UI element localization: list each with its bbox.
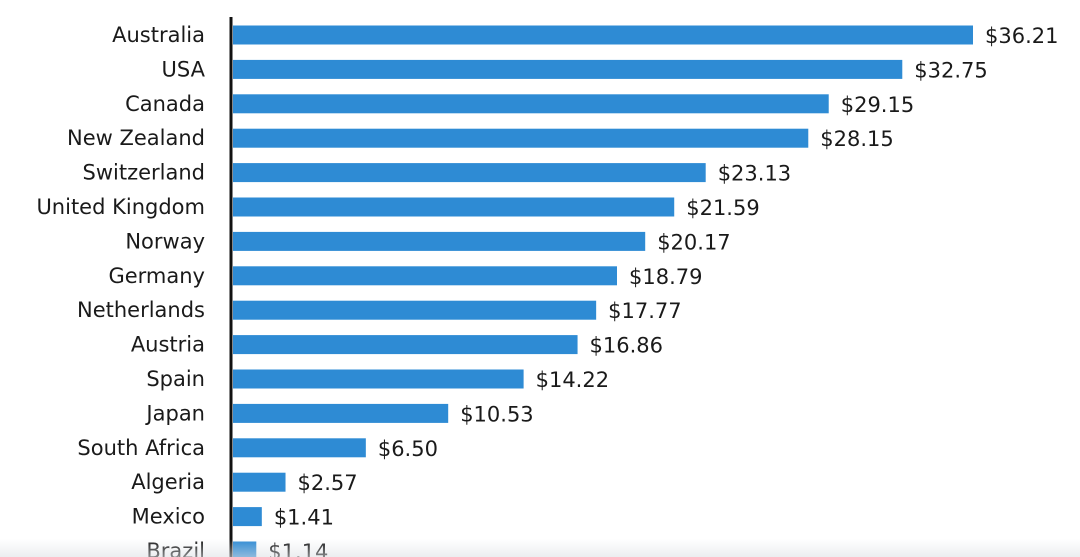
- bar-algeria: [233, 472, 286, 492]
- bar-switzerland: [233, 163, 706, 183]
- bar-norway: [233, 231, 646, 251]
- value-label: $1.14: [268, 540, 328, 557]
- bar-usa: [233, 59, 903, 79]
- category-label: Netherlands: [77, 298, 205, 322]
- value-label: $28.15: [820, 127, 893, 151]
- category-label: Canada: [125, 92, 205, 116]
- category-label: USA: [162, 57, 206, 81]
- category-label: Algeria: [131, 470, 205, 494]
- bar-netherlands: [233, 300, 597, 320]
- value-label: $36.21: [985, 24, 1058, 48]
- bar-austria: [233, 335, 578, 355]
- category-label: Australia: [112, 23, 205, 47]
- value-label: $17.77: [608, 299, 681, 323]
- value-label: $29.15: [841, 93, 914, 117]
- category-label: Japan: [144, 401, 205, 425]
- value-label: $6.50: [378, 437, 438, 461]
- category-label: Germany: [108, 264, 205, 288]
- value-label: $20.17: [657, 230, 730, 254]
- bar-south-africa: [233, 438, 366, 458]
- bar-mexico: [233, 507, 262, 527]
- category-label: Switzerland: [83, 161, 206, 185]
- value-label: $14.22: [536, 368, 609, 392]
- category-labels-group: Australia USA Canada New Zealand Switzerland…: [36, 23, 205, 557]
- value-labels-group: $36.21 $32.75$29.15 $28.15 $23.13 $21.59 $20.…: [268, 24, 1058, 557]
- bar-canada: [233, 94, 829, 114]
- bar-germany: [233, 266, 617, 286]
- bar-united-kingdom: [233, 197, 675, 217]
- value-label: $1.41: [274, 506, 334, 530]
- category-label: New Zealand: [67, 126, 205, 150]
- value-label: $10.53: [460, 402, 533, 426]
- value-label: $18.79: [629, 265, 702, 289]
- category-label: United Kingdom: [36, 195, 205, 219]
- category-label: Norway: [125, 229, 205, 253]
- category-label: Spain: [146, 367, 205, 391]
- bar-japan: [233, 403, 449, 423]
- category-label: South Africa: [77, 436, 205, 460]
- bar-new-zealand: [233, 128, 809, 148]
- bars-group: [233, 25, 973, 557]
- value-label: $21.59: [686, 196, 759, 220]
- bar-australia: [233, 25, 973, 45]
- bar-spain: [233, 369, 524, 389]
- value-label: $2.57: [298, 471, 358, 495]
- category-label: Brazil: [146, 539, 205, 557]
- value-label: $16.86: [590, 334, 663, 358]
- bar-brazil: [233, 541, 257, 557]
- category-label: Austria: [131, 333, 205, 357]
- value-label: $32.75: [914, 58, 987, 82]
- value-label: $23.13: [718, 162, 791, 186]
- category-label: Mexico: [132, 505, 205, 529]
